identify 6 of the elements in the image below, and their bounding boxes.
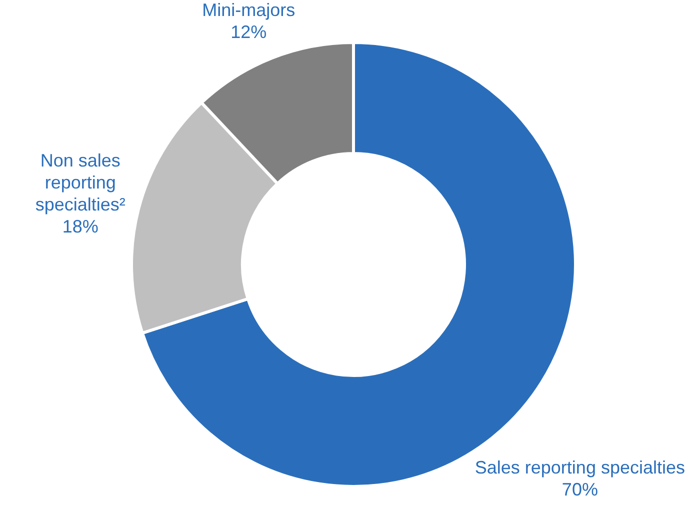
data-label: 70% xyxy=(562,480,598,500)
slice-label: Sales reporting specialties xyxy=(474,458,686,478)
slice-label: Mini-majors xyxy=(202,0,296,20)
slice-label: Non sales reporting specialties² xyxy=(35,150,126,214)
data-label: 18% xyxy=(62,216,98,236)
data-label: 12% xyxy=(230,22,267,42)
